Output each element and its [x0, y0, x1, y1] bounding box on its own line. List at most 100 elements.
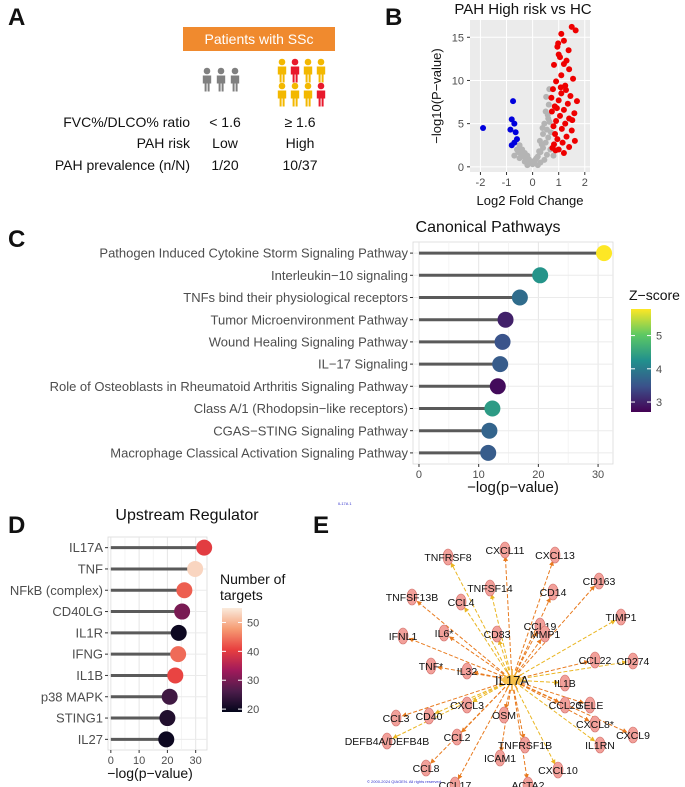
network-node [552, 761, 564, 779]
network-node [425, 657, 437, 675]
network-node [627, 726, 639, 744]
network-node-label: CD83 [484, 629, 511, 641]
volcano-point-up [560, 61, 567, 68]
network-node [549, 546, 561, 564]
zscore-tick-label: 5 [656, 331, 662, 343]
gray-person-1-body [216, 75, 226, 92]
gray-person-2-body [230, 75, 240, 92]
volcano-ytick-label: 15 [452, 32, 464, 44]
gray-person-1-head [217, 67, 225, 75]
ratio-low-value: < 1.6 [209, 114, 241, 130]
network-node-label: CXCL3 [450, 700, 484, 712]
network-node-label: TNFRSF8 [424, 552, 471, 564]
risk-person-bottom-0-body [277, 90, 287, 107]
network-edge [448, 636, 505, 675]
targets-tick-label: 20 [247, 704, 259, 716]
network-node-label: IL32 [457, 666, 478, 678]
network-node-label: CCL4 [448, 597, 475, 609]
targets-legend-title-1: Number of [220, 571, 285, 587]
risk-person-bottom-2 [303, 82, 313, 107]
volcano-ylabel: −log10(P−value) [429, 48, 444, 143]
risk-person-top-0-body [277, 66, 287, 83]
network-node [615, 608, 627, 626]
network-node [627, 652, 639, 670]
volcano-point-ns [516, 142, 523, 149]
pathway-category-label: Tumor Microenvironment Pathway [211, 312, 409, 327]
regulator-dot [159, 710, 176, 727]
risk-person-bottom-0 [277, 82, 287, 107]
network-tiny-label: IL17A 1 [338, 501, 352, 506]
pathway-category-label: TNFs bind their physiological receptors [183, 290, 408, 305]
volcano-point-up [560, 37, 567, 44]
risk-person-top-3-head [317, 58, 325, 66]
volcano-point-up [558, 125, 565, 132]
volcano-point-up [548, 94, 555, 101]
gray-person-2-head [231, 67, 239, 75]
volcano-point-up [555, 97, 562, 104]
network-node-label: CCL2 [444, 732, 471, 744]
volcano-xtick-label: 1 [556, 177, 562, 189]
regulator-dot [158, 731, 175, 748]
pathway-dot [484, 400, 501, 417]
volcano-point-up [564, 100, 571, 107]
zscore-colorbar [631, 309, 651, 412]
network-edge [503, 555, 512, 671]
volcano-xtick-label: -2 [476, 177, 486, 189]
zscore-legend-title: Z−score [629, 287, 680, 303]
hub-node [502, 675, 522, 685]
pathways-xlabel: −log(p−value) [467, 479, 559, 496]
network-edge [521, 660, 628, 679]
prevalence-high-value: 10/37 [282, 157, 318, 173]
network-edge [521, 679, 560, 685]
network-node [559, 696, 571, 714]
network-node-label: DEFB4A/DEFB4B [345, 736, 430, 748]
regulator-category-label: STING1 [56, 711, 103, 726]
network-edge [392, 683, 504, 739]
volcano-point-up [560, 106, 567, 113]
network-edge [515, 597, 551, 672]
network-node-label: TNFRSF1B [498, 740, 552, 752]
risk-person-bottom-3 [316, 82, 326, 107]
network-edge [504, 689, 511, 710]
pathway-xtick-label: 30 [592, 469, 604, 481]
volcano-point-down [480, 124, 487, 131]
network-node-label: CXCL9 [616, 730, 650, 742]
pathways-title: Canonical Pathways [416, 219, 561, 236]
volcano-point-up [568, 127, 575, 134]
network-node-label: CXCL10 [538, 765, 578, 777]
upstream-regulator-chart: IL17A TNF NFkB (complex) CD40LG IL1R IFNG IL1B… [10, 507, 286, 781]
panel-d-letter: D [8, 512, 26, 539]
network-edge [517, 638, 542, 673]
pathway-category-label: IL−17 Signaling [318, 357, 408, 372]
pathway-dot [497, 311, 514, 328]
volcano-point-up [560, 150, 567, 156]
pathway-category-label: Macrophage Classical Activation Signalin… [110, 445, 408, 460]
volcano-point-up [557, 112, 563, 119]
network-node [584, 696, 596, 714]
network-node-label: CXCL8* [576, 719, 614, 731]
volcano-point-up [563, 133, 570, 140]
risk-person-top-0 [277, 58, 287, 83]
volcano-point-up [553, 105, 560, 112]
network-node-label: TNFSF13B [386, 592, 439, 604]
zscore-tick-label: 3 [656, 397, 662, 409]
panel-c-letter: C [8, 226, 26, 253]
network-node [381, 732, 393, 750]
network-node-label: IL6* [435, 628, 454, 640]
volcano-point-up [549, 144, 556, 151]
row-label-prevalence: PAH prevalence (n/N) [54, 157, 190, 173]
network-copyright: © 2000-2024 QIAGEN. All rights reserved. [367, 779, 442, 784]
targets-legend-title-2: targets [220, 587, 263, 603]
upstream-xlabel: −log(p−value) [107, 765, 193, 781]
network-node [594, 736, 606, 754]
pathway-category-label: Wound Healing Signaling Pathway [209, 334, 409, 349]
network-node [498, 706, 510, 724]
network-node [442, 548, 454, 566]
volcano-point-down [510, 98, 517, 105]
regulator-category-label: p38 MAPK [41, 689, 103, 704]
regulator-dot [170, 646, 187, 663]
pathway-category-label: Class A/1 (Rhodopsin−like receptors) [194, 401, 408, 416]
network-node [484, 579, 496, 597]
volcano-point-up [571, 137, 578, 144]
network-node [406, 588, 418, 606]
